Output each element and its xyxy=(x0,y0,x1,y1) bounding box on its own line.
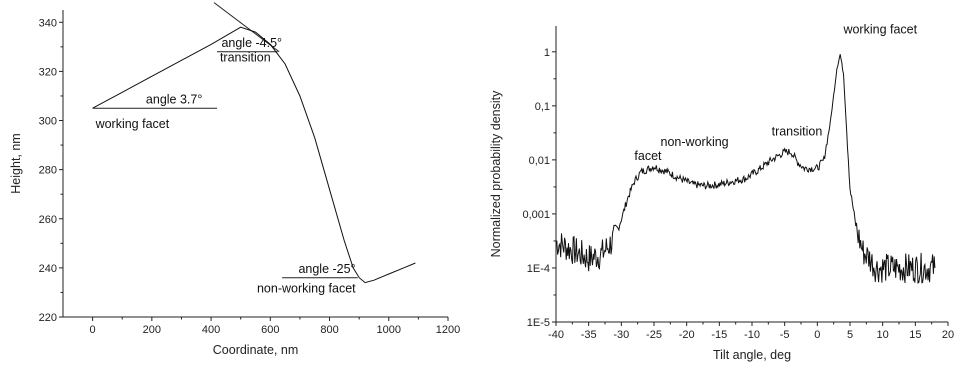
chart0-annotation: angle -4.5° xyxy=(221,36,282,50)
chart1-y-tick-label: 1E-5 xyxy=(527,317,550,329)
chart1-x-tick-label: -5 xyxy=(780,329,790,341)
chart1-annotation: transition xyxy=(772,125,823,139)
chart0-y-tick-label: 220 xyxy=(39,312,57,324)
chart1-x-tick-label: 20 xyxy=(942,329,954,341)
chart1-x-tick-label: -20 xyxy=(679,329,695,341)
chart0-y-tick-label: 260 xyxy=(39,214,57,226)
chart1-y-axis-label: Normalized probability density xyxy=(489,90,503,257)
chart1-y-tick-label: 1E-4 xyxy=(527,263,550,275)
chart1-x-tick-label: -10 xyxy=(744,329,760,341)
chart0-y-tick-label: 340 xyxy=(39,17,57,29)
chart1-x-tick-label: 10 xyxy=(877,329,889,341)
chart0-x-tick-label: 400 xyxy=(202,324,220,336)
chart0-x-axis-label: Coordinate, nm xyxy=(213,343,298,357)
chart1-y-tick-label: 0,01 xyxy=(529,155,550,167)
chart0-x-tick-label: 200 xyxy=(143,324,161,336)
chart1-annotation: facet xyxy=(634,149,662,163)
chart0-x-tick-label: 1000 xyxy=(377,324,401,336)
chart1-y-tick-label: 0,001 xyxy=(522,209,550,221)
chart0-y-tick-label: 320 xyxy=(39,66,57,78)
chart1-x-axis-label: Tilt angle, deg xyxy=(713,348,791,362)
chart0-annotation: angle 3.7° xyxy=(146,92,202,106)
chart1-x-tick-label: -40 xyxy=(548,329,564,341)
chart0-x-tick-label: 600 xyxy=(261,324,279,336)
chart1-x-tick-label: -25 xyxy=(646,329,662,341)
chart1-x-tick-label: 0 xyxy=(814,329,820,341)
chart0-guide-line xyxy=(213,2,280,53)
chart1-x-tick-label: 5 xyxy=(847,329,853,341)
chart0-annotation: non-working facet xyxy=(257,281,356,295)
chart0-x-tick-label: 0 xyxy=(90,324,96,336)
chart0-annotation: working facet xyxy=(95,117,170,131)
chart0-x-tick-label: 800 xyxy=(320,324,338,336)
chart1-y-tick-label: 0,1 xyxy=(535,101,550,113)
chart1-y-tick-label: 1 xyxy=(544,47,550,59)
chart0-y-tick-label: 300 xyxy=(39,116,57,128)
chart1-x-tick-label: 15 xyxy=(909,329,921,341)
chart1-x-tick-label: -30 xyxy=(613,329,629,341)
chart0-annotation: transition xyxy=(220,51,271,65)
chart0-x-tick-label: 1200 xyxy=(436,324,460,336)
chart0-y-tick-label: 280 xyxy=(39,165,57,177)
chart0-y-tick-label: 240 xyxy=(39,263,57,275)
chart1-annotation: working facet xyxy=(842,22,917,36)
chart1-x-tick-label: -15 xyxy=(711,329,727,341)
chart0-annotation: angle -25° xyxy=(298,262,355,276)
chart0-series-line xyxy=(92,26,416,284)
chart1-series-line xyxy=(555,54,936,284)
chart0-y-axis-label: Height, nm xyxy=(9,133,23,193)
chart1-annotation: non-working xyxy=(661,135,729,149)
chart1-x-tick-label: -35 xyxy=(581,329,597,341)
